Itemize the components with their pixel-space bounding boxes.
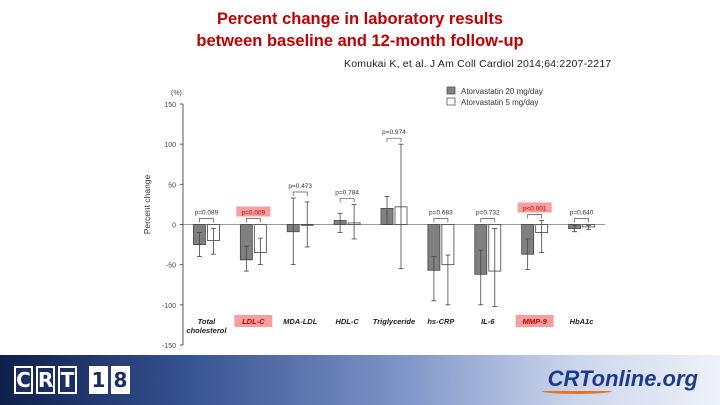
category-label: MDA-LDL [283, 317, 318, 326]
p-value-highlight [517, 202, 552, 213]
logo-letter: T [58, 366, 77, 394]
category-label: IL-6 [481, 317, 495, 326]
p-value-label: p=0.732 [476, 210, 500, 217]
significance-bracket [386, 137, 402, 143]
legend-swatch [446, 86, 456, 95]
category-label: hs-CRP [427, 317, 455, 326]
category-label: LDL-C [242, 317, 265, 326]
logo-letter: 1 [89, 366, 108, 394]
logo-letter: R [36, 366, 55, 394]
p-value-label: p=0.089 [195, 210, 219, 217]
crtonline-suffix: .org [656, 366, 698, 391]
category-label: Triglyceride [373, 317, 415, 326]
category-label: cholesterol [186, 326, 227, 335]
p-value-label: p=0.974 [382, 129, 406, 136]
legend-label: Atorvastatin 20 mg/day [461, 87, 543, 96]
p-value-label: p=0.784 [335, 189, 359, 196]
y-tick-label: 150 [164, 102, 176, 109]
logo-letter: 8 [111, 366, 130, 394]
logo-letter: C [14, 366, 33, 394]
significance-bracket [292, 191, 308, 196]
y-unit-label: (%) [171, 90, 182, 97]
significance-bracket [433, 218, 449, 223]
p-value-label: p=0.473 [288, 183, 312, 190]
significance-bracket [199, 218, 214, 223]
significance-bracket [480, 218, 496, 223]
y-tick-label: -50 [166, 263, 176, 270]
bar-chart: 150 100 50 0 -50 -100 -150 (%) Percent change Ato… [142, 86, 605, 350]
legend-label: Atorvastatin 5 mg/day [461, 98, 538, 107]
p-value-label: p=0.009 [241, 210, 265, 217]
category-label: HbA1c [570, 317, 595, 326]
significance-bracket [245, 218, 261, 223]
y-tick-label: -100 [162, 303, 176, 310]
y-tick-label: 50 [168, 182, 176, 189]
significance-bracket [527, 214, 543, 219]
category-highlight [515, 315, 554, 327]
crtonline-main: CRTonline [547, 366, 657, 391]
legend-swatch [446, 97, 456, 106]
title-line-1: Percent change in laboratory results [216, 10, 504, 28]
p-value-label: p=0.640 [570, 210, 594, 217]
y-axis-label: Percent change [142, 174, 152, 234]
y-tick-label: 100 [164, 142, 176, 149]
title-line-2: between baseline and 12-month follow-up [196, 32, 524, 50]
category-highlight [234, 315, 273, 327]
p-value-highlight [236, 206, 271, 217]
significance-bracket [574, 218, 589, 223]
y-tick-label: -150 [162, 343, 176, 350]
p-value-label: p<0.001 [523, 205, 547, 212]
category-label: Total [198, 317, 217, 326]
significance-bracket [339, 198, 355, 203]
citation: Komukai K, et al. J Am Coll Cardiol 2014… [344, 58, 612, 70]
crt18-logo: C R T 1 8 [14, 366, 130, 396]
crtonline-logo[interactable]: CRTonline.org [541, 366, 698, 394]
category-label: MMP-9 [523, 317, 548, 326]
p-value-label: p=0.683 [429, 210, 453, 217]
category-label: HDL-C [335, 317, 359, 326]
y-tick-label: 0 [172, 223, 176, 230]
slide-title: Percent change in laboratory results bet… [0, 8, 720, 52]
footer-banner: C R T 1 8 CRTonline.org [0, 355, 720, 405]
